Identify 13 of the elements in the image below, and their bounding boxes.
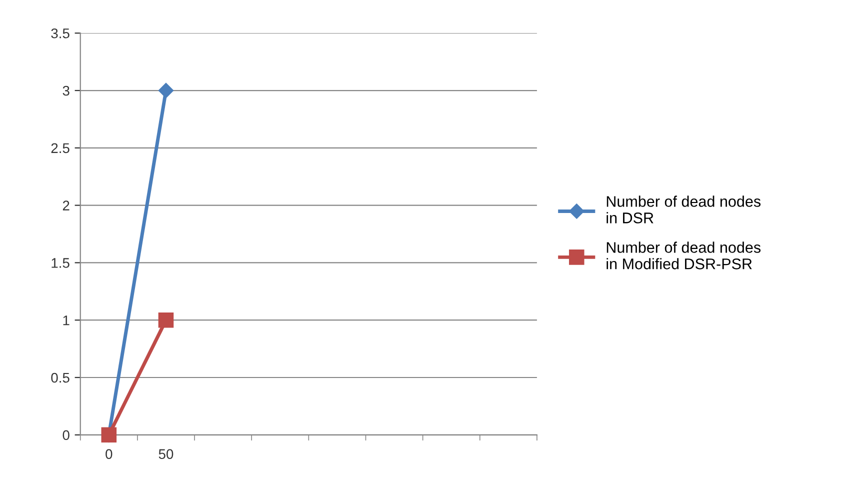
y-tick-label: 1 (63, 316, 70, 326)
point (158, 312, 174, 328)
legend-label: Number of dead nodes in Modified DSR-PSR (606, 242, 761, 270)
x-tick-label: 50 (158, 449, 174, 459)
legend-label: Number of dead nodes in DSR (606, 196, 761, 224)
y-tick-label: 2.5 (51, 143, 70, 154)
y-tick-label: 2 (62, 200, 70, 210)
y-tick-label: 1.5 (52, 258, 70, 268)
y-tick-label: 3 (62, 86, 70, 96)
y-tick-label: 0 (62, 430, 70, 440)
point (158, 82, 174, 98)
y-tick-label: 3.5 (51, 28, 70, 38)
y-tick-label: 0.5 (51, 372, 70, 383)
